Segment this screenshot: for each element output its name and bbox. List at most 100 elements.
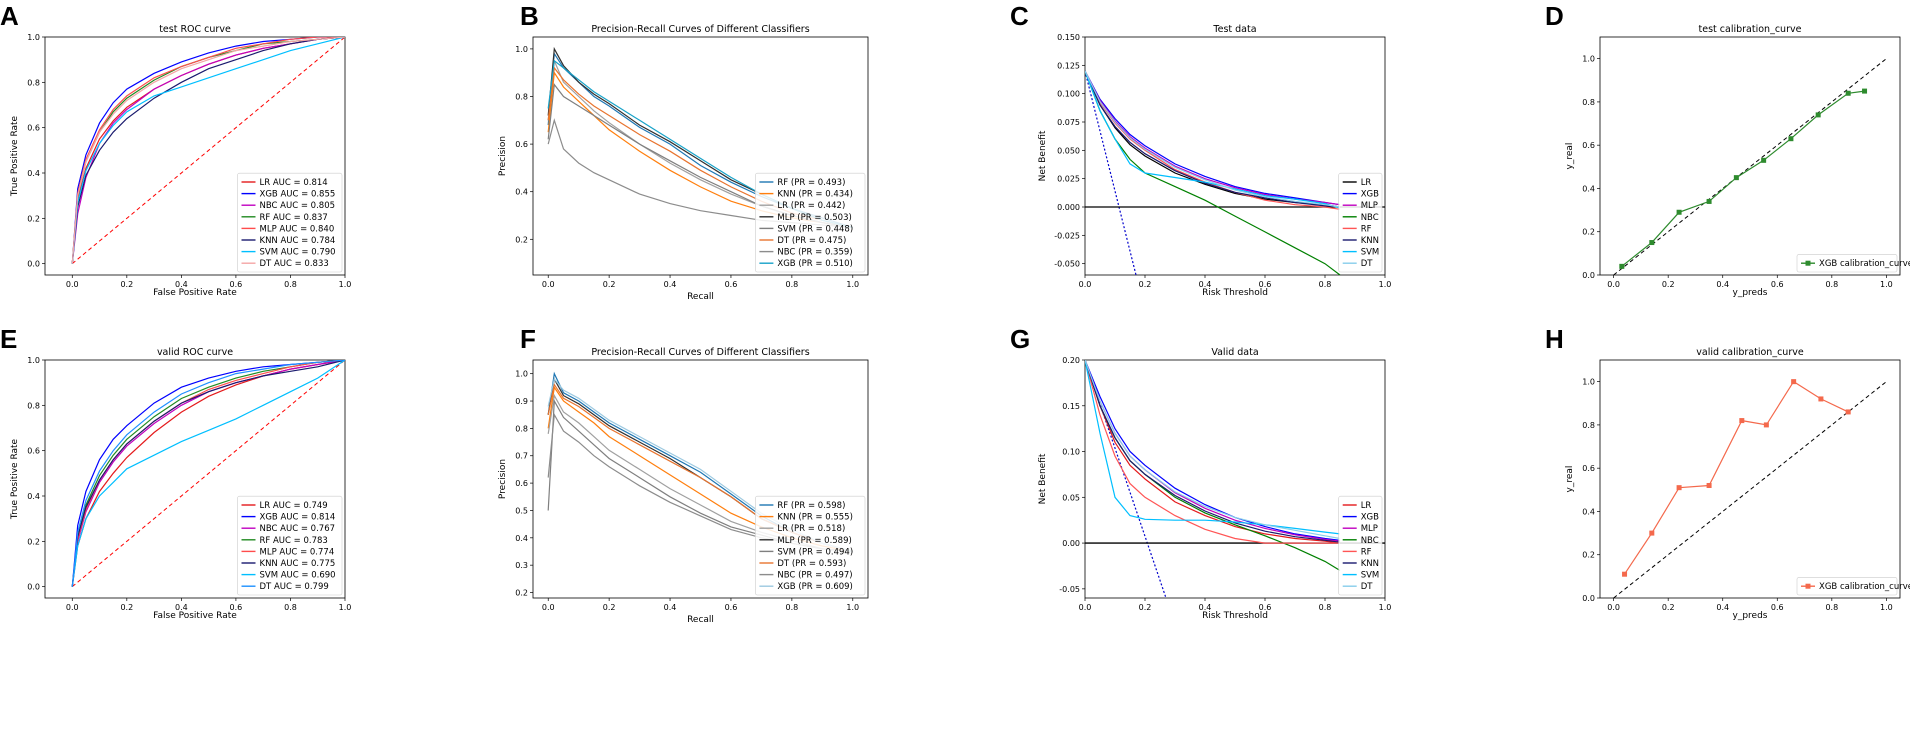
chart-panel-a: test ROC curve 0.0 0.2 0.4 0.6 0.8 1.0 0.0 0.2 0.… — [10, 24, 351, 298]
y-tick-label: 0.8 — [1582, 421, 1595, 430]
legend-entry: KNN — [1361, 559, 1379, 569]
y-tick-label: -0.050 — [1054, 260, 1080, 269]
legend-entry: SVM AUC = 0.790 — [260, 248, 336, 258]
series-point — [1622, 571, 1628, 577]
y-axis-label: y_real — [1565, 143, 1575, 170]
x-tick-label: 0.2 — [1139, 603, 1152, 612]
chart-title: Valid data — [1211, 347, 1258, 358]
legend-entry: LR — [1361, 178, 1372, 188]
plot-area — [71, 360, 345, 588]
legend-box — [237, 172, 343, 273]
series-point — [1862, 88, 1868, 94]
reference-diagonal-line — [71, 37, 345, 265]
plot-frame — [1599, 359, 1901, 599]
series-line-dt — [71, 37, 345, 264]
series-line-xgb — [1621, 90, 1865, 267]
panel-letter-A: A — [0, 1, 19, 31]
x-tick-label: 0.8 — [284, 280, 297, 289]
series-line-xgb — [1085, 70, 1341, 206]
x-tick-label: 1.0 — [846, 280, 859, 289]
y-tick-label: 1.0 — [1582, 55, 1595, 64]
legend-entry: LR (PR = 0.518) — [777, 524, 845, 534]
x-tick-label: 0.0 — [542, 280, 555, 289]
y-tick-label: 0.15 — [1062, 402, 1080, 411]
series-point — [1676, 485, 1682, 491]
series-line-xgb — [1085, 360, 1341, 541]
x-tick-label: 0.0 — [1079, 280, 1092, 289]
legend-entry: KNN AUC = 0.784 — [260, 236, 336, 246]
y-axis-label: Precision — [498, 459, 508, 499]
y-tick-label: 0.6 — [1582, 464, 1595, 473]
x-tick-label: 0.0 — [66, 603, 79, 612]
x-tick-label: 0.2 — [603, 603, 616, 612]
y-tick-label: 0.8 — [515, 424, 528, 433]
chart-title: test calibration_curve — [1699, 24, 1802, 35]
legend-entry: RF — [1361, 224, 1372, 234]
legend-box — [237, 495, 343, 596]
plot-frame — [1084, 36, 1386, 276]
x-tick-label: 0.8 — [785, 280, 798, 289]
panel-letter-C: C — [1010, 1, 1029, 31]
series-point — [1763, 422, 1769, 428]
legend-entry: SVM (PR = 0.448) — [777, 224, 853, 234]
y-tick-label: 0.9 — [515, 397, 528, 406]
x-tick-label: 0.2 — [1662, 280, 1675, 289]
y-tick-label: 0.4 — [515, 534, 528, 543]
x-tick-label: 0.4 — [664, 280, 677, 289]
x-tick-label: 0.4 — [1199, 280, 1212, 289]
x-tick-label: 0.2 — [120, 603, 133, 612]
y-tick-label: 0.2 — [515, 589, 528, 598]
series-point — [1791, 379, 1797, 385]
series-line-rf — [1085, 70, 1341, 210]
x-tick-label: 1.0 — [339, 603, 352, 612]
y-tick-label: 0.8 — [1582, 98, 1595, 107]
x-tick-label: 0.6 — [725, 603, 738, 612]
legend-box — [755, 495, 866, 596]
y-tick-label: 1.0 — [515, 370, 528, 379]
y-tick-label: 0.6 — [515, 140, 528, 149]
legend-entry: MLP (PR = 0.589) — [777, 536, 851, 546]
chart-title: test ROC curve — [159, 24, 231, 35]
x-tick-label: 0.8 — [284, 603, 297, 612]
x-tick-label: 0.0 — [1607, 280, 1620, 289]
legend-entry: XGB (PR = 0.609) — [777, 582, 852, 592]
x-tick-label: 1.0 — [1880, 603, 1893, 612]
y-axis-label: Precision — [498, 136, 508, 176]
panel-letter-H: H — [1545, 324, 1564, 354]
x-tick-label: 0.6 — [1259, 603, 1272, 612]
x-tick-label: 0.6 — [230, 280, 243, 289]
x-tick-label: 0.4 — [175, 603, 188, 612]
series-line-dt — [1085, 70, 1341, 208]
plot-area — [71, 37, 345, 265]
series-point — [1706, 198, 1712, 204]
y-tick-label: 0.00 — [1062, 539, 1080, 548]
y-tick-label: 0.125 — [1057, 61, 1080, 70]
series-line-knn — [71, 360, 345, 587]
legend-entry: MLP AUC = 0.840 — [260, 224, 335, 234]
x-tick-label: 0.8 — [1319, 280, 1332, 289]
legend-marker — [1805, 260, 1811, 266]
x-axis-label: Risk Threshold — [1202, 288, 1268, 298]
legend-entry: DT (PR = 0.593) — [777, 559, 846, 569]
plot-frame — [1084, 359, 1386, 599]
treat-all-line — [1085, 70, 1137, 275]
x-tick-label: 0.0 — [66, 280, 79, 289]
y-axis-label: y_real — [1565, 466, 1575, 493]
y-tick-label: 0.4 — [1582, 184, 1595, 193]
panel-letter-G: G — [1010, 324, 1030, 354]
legend-entry: DT AUC = 0.799 — [260, 582, 329, 592]
legend-entry: RF — [1361, 547, 1372, 557]
legend-entry: MLP — [1361, 201, 1378, 211]
legend-entry: SVM (PR = 0.494) — [777, 547, 853, 557]
x-axis-label: Recall — [687, 615, 714, 625]
y-tick-label: 0.2 — [27, 214, 40, 223]
legend-entry: DT — [1361, 259, 1374, 269]
y-tick-label: 0.000 — [1057, 203, 1080, 212]
legend-box — [1338, 172, 1383, 273]
x-tick-label: 0.2 — [1662, 603, 1675, 612]
x-tick-label: 1.0 — [1379, 603, 1392, 612]
chart-title: Precision-Recall Curves of Different Cla… — [591, 24, 809, 35]
y-tick-label: 0.025 — [1057, 175, 1080, 184]
